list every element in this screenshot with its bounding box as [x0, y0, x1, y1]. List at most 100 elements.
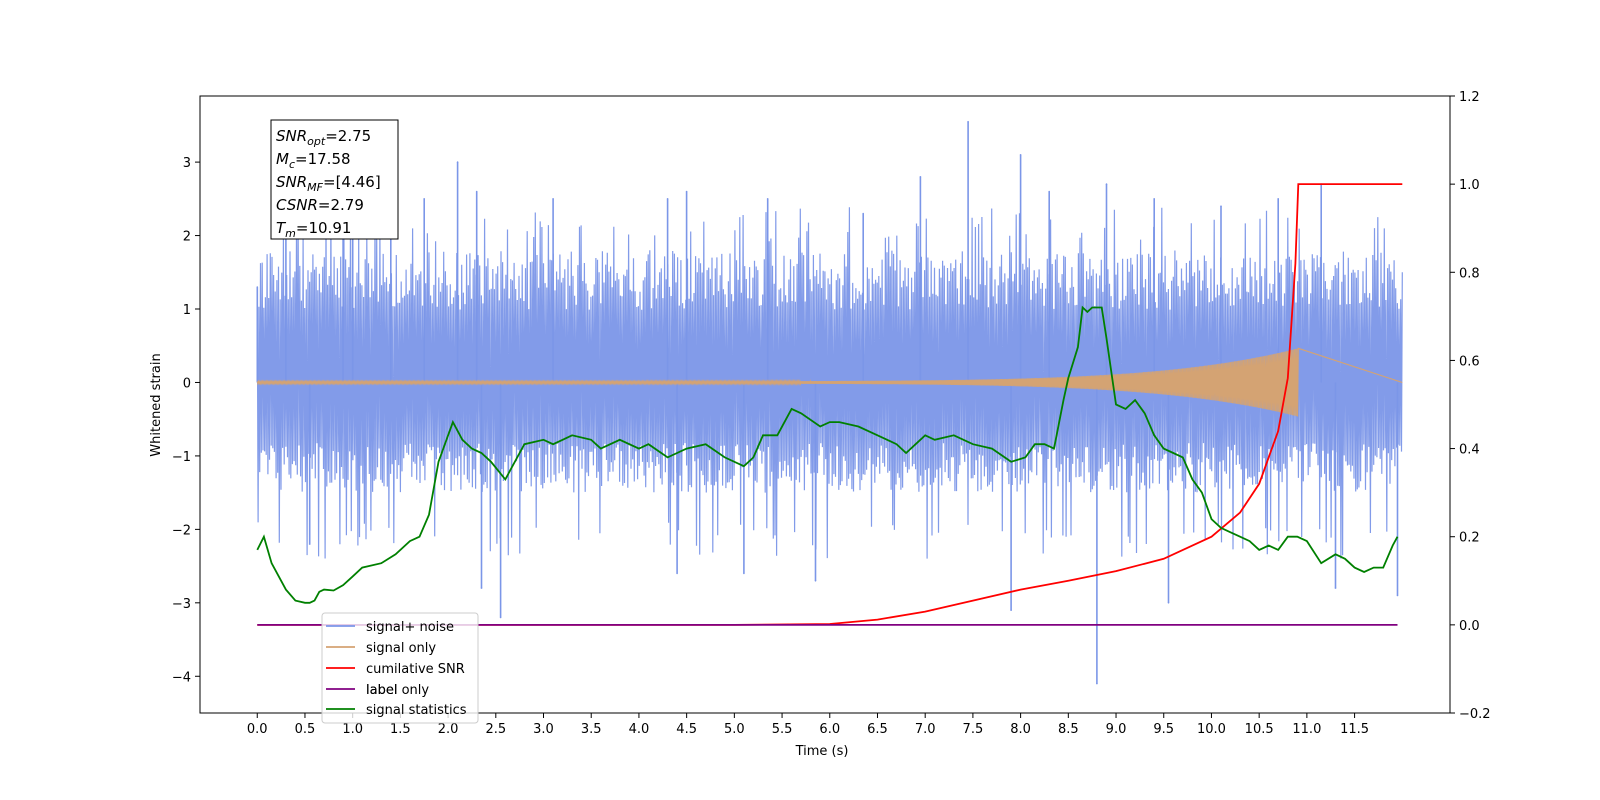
annotation-box: SNRopt=2.75Mc=17.58SNRMF=[4.46]CSNR=2.79…: [270, 119, 399, 240]
y-axis-label: Whitened strain: [149, 353, 164, 456]
annotation-symbol: M: [276, 150, 289, 168]
plot-frame: [199, 95, 1451, 714]
signal-noise-spike-point: [1334, 587, 1337, 589]
x-tick-label: 7.0: [915, 722, 936, 737]
x-tick-label: 9.0: [1106, 722, 1127, 737]
signal-noise-spike-point: [1396, 594, 1399, 597]
annotation-frame: [270, 119, 399, 240]
x-tick-label: 8.0: [1010, 722, 1031, 737]
signal-noise-spike-point: [1153, 198, 1155, 200]
series-signal-statistics: [256, 305, 1399, 604]
x-tick-label: 2.0: [438, 722, 459, 737]
y2-tick-label: 0.6: [1459, 354, 1480, 369]
series-signal-noise-spikes: [256, 121, 1399, 684]
legend-label: label only: [366, 683, 429, 698]
signal-noise-spike-point: [552, 198, 554, 200]
y2-tick-label: 0.8: [1459, 266, 1480, 281]
y-tick-label: −2: [172, 523, 191, 538]
legend-frame: [321, 612, 479, 724]
signal-noise-spike-point: [676, 572, 678, 575]
annotation-subscript: opt: [307, 135, 326, 148]
signal-noise-spike-point: [666, 198, 669, 200]
x-tick-label: 10.0: [1197, 722, 1226, 737]
x-tick-label: 0.0: [247, 722, 268, 737]
annotation-symbol: SNR: [276, 127, 307, 145]
x-tick-label: 4.5: [676, 722, 697, 737]
x-tick-label: 1.5: [390, 722, 411, 737]
x-tick-label: 3.5: [581, 722, 602, 737]
annotation-symbol: CSNR: [276, 196, 318, 214]
signal-noise-spike-point: [1096, 682, 1098, 685]
x-axis-label: Time (s): [795, 744, 849, 759]
y-axis-right: −0.2 0.0 0.2 0.4 0.6 0.8 1.0 1.2: [1450, 90, 1491, 722]
signal-noise-spike-point: [862, 212, 864, 215]
annotation-line: SNRMF=[4.46]: [276, 173, 381, 194]
x-tick-label: 2.5: [485, 722, 506, 737]
x-tick-label: 10.5: [1245, 722, 1274, 737]
signal-noise-spike-point: [475, 190, 478, 193]
legend-label: cumilative SNR: [366, 662, 465, 677]
y-tick-label: 1: [183, 303, 191, 318]
signal-noise-spike-point: [1048, 190, 1050, 193]
signal-noise-spike-point: [423, 198, 426, 200]
y-tick-label: 2: [183, 230, 191, 245]
annotation-value: =2.79: [318, 196, 364, 214]
signal-noise-spike-point: [1167, 602, 1170, 604]
legend: signal+ noise signal only cumilative SNR la…: [321, 612, 479, 724]
y2-tick-label: 0.4: [1459, 443, 1480, 458]
signal-noise-spike-point: [766, 198, 769, 200]
y-tick-label: −4: [172, 670, 191, 685]
signal-noise-spike-point: [1019, 154, 1022, 156]
annotation-value: =[4.46]: [323, 173, 381, 191]
series-signal-only: [256, 347, 1403, 417]
annotation-line: Tm=10.91: [276, 219, 351, 240]
legend-label: label: [366, 683, 397, 698]
y-tick-label: −1: [172, 450, 191, 465]
annotation-symbol: T: [276, 219, 287, 237]
annotation-subscript: MF: [307, 181, 323, 194]
y-tick-label: 0: [183, 376, 191, 391]
y2-tick-label: 1.0: [1459, 178, 1480, 193]
annotation-line: SNRopt=2.75: [276, 127, 371, 148]
signal-noise-spike-point: [685, 190, 688, 193]
x-tick-label: 4.0: [629, 722, 650, 737]
x-axis: 0.0 0.5 1.0 1.5 2.0 2.5 3.0 3.5 4.0 4.5 5.0 5.5 6.0 6…: [247, 713, 1369, 737]
legend-label: signal only: [366, 641, 436, 656]
annotation-subscript: c: [289, 158, 295, 171]
y2-tick-label: 0.2: [1459, 531, 1480, 546]
legend-label: signal statistics: [366, 703, 467, 718]
annotation-subscript: m: [285, 227, 296, 240]
annotation-value: =10.91: [296, 219, 352, 237]
signal-noise-spike-point: [967, 120, 969, 123]
y2-tick-label: −0.2: [1459, 707, 1491, 722]
signal-noise-spike-point: [1277, 198, 1279, 200]
signal-noise-spike-point: [456, 161, 459, 163]
signal-noise-spike-point: [1105, 183, 1108, 185]
signal-noise-spike-point: [480, 587, 483, 589]
signal-noise-spike-point: [743, 572, 745, 575]
x-tick-label: 8.5: [1058, 722, 1079, 737]
signal-noise-spike-point: [1220, 205, 1222, 207]
annotation-line: CSNR=2.79: [276, 196, 364, 214]
signal-noise-spike-point: [1010, 609, 1012, 611]
signal-noise-spike-point: [919, 176, 922, 178]
x-tick-label: 6.0: [819, 722, 840, 737]
y-axis-left: −4 −3 −2 −1 0 1 2 3: [172, 156, 200, 685]
series-cumulative-snr: [257, 183, 1403, 626]
x-tick-label: 11.5: [1340, 722, 1369, 737]
x-tick-label: 11.0: [1292, 722, 1321, 737]
annotation-value: =2.75: [325, 127, 371, 145]
annotation-line: Mc=17.58: [276, 150, 351, 171]
legend-label: signal+ noise: [366, 620, 454, 635]
x-tick-label: 7.5: [963, 722, 984, 737]
signal-noise-spike-point: [499, 616, 502, 619]
x-tick-label: 9.5: [1153, 722, 1174, 737]
x-tick-label: 3.0: [533, 722, 554, 737]
x-tick-label: 0.5: [295, 722, 316, 737]
annotation-symbol: SNR: [276, 173, 307, 191]
y-tick-label: −3: [172, 597, 191, 612]
y-tick-label: 3: [183, 156, 191, 171]
x-tick-label: 5.5: [772, 722, 793, 737]
x-tick-label: 1.0: [342, 722, 363, 737]
